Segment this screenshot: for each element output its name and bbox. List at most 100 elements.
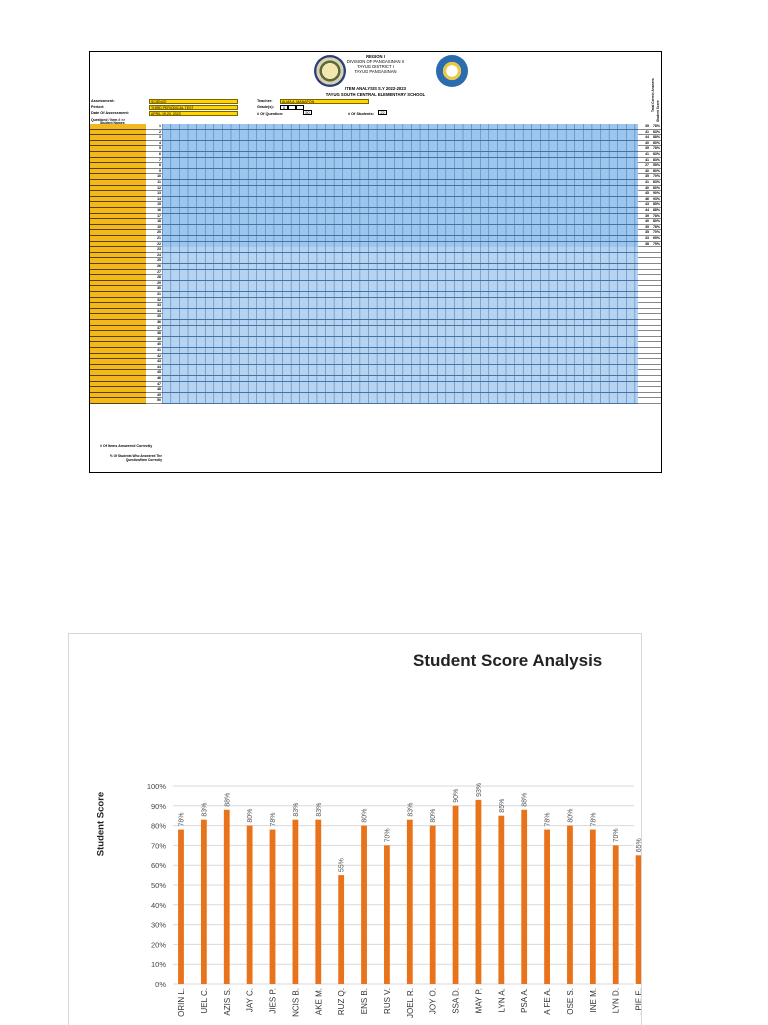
row-number-cell: 1 — [146, 124, 162, 130]
category-label: JOEL R. — [406, 988, 415, 1018]
row-number-cell: 5 — [146, 146, 162, 152]
student-score-cell: 55% — [650, 163, 661, 169]
total-correct-cell: 41 — [638, 158, 650, 164]
grid-row: 40 — [90, 342, 661, 348]
header-school: TAYUG SOUTH CENTRAL ELEMENTARY SCHOOL — [325, 92, 426, 97]
answer-cells — [162, 196, 638, 203]
student-score-cell — [650, 314, 661, 320]
student-name-cell — [90, 398, 146, 404]
student-name-cell — [90, 196, 146, 203]
student-score-cell — [650, 281, 661, 287]
y-tick-label: 30% — [151, 921, 166, 930]
student-score-cell — [650, 247, 661, 253]
grid-row: 19 39 78% — [90, 224, 661, 231]
grid-row: 5 39 78% — [90, 146, 661, 152]
grade-extra-cell — [288, 105, 296, 110]
total-correct-cell — [638, 359, 650, 365]
grid-row: 28 — [90, 275, 661, 281]
deped-seal-icon — [314, 55, 346, 87]
answer-cells — [162, 191, 638, 197]
student-score-cell: 78% — [650, 225, 661, 231]
bar-data-label: 83% — [201, 803, 208, 817]
student-score-cell: 78% — [650, 146, 661, 152]
bar — [429, 825, 436, 984]
student-score-cell — [650, 342, 661, 348]
student-score-header: Student Score — [656, 100, 660, 122]
answer-cells — [162, 163, 638, 169]
category-label: RUS V. — [383, 988, 392, 1014]
bar-data-label: 80% — [247, 809, 254, 823]
grid-row: 16 44 88% — [90, 208, 661, 214]
total-correct-cell — [638, 292, 650, 298]
chart-title: Student Score Analysis — [413, 651, 603, 670]
category-label: LYN D. — [612, 988, 621, 1013]
total-correct-cell — [638, 387, 650, 393]
bar — [178, 829, 184, 984]
category-label: AZIS S. — [223, 988, 232, 1016]
student-score-cell — [650, 275, 661, 281]
answer-cells — [162, 247, 638, 253]
row-number-cell: 20 — [146, 230, 162, 236]
row-number-cell: 33 — [146, 303, 162, 309]
student-score-cell — [650, 354, 661, 360]
answer-cells — [162, 230, 638, 236]
header-district: TAYUG DISTRICT I — [357, 64, 394, 69]
bar-data-label: 83% — [407, 803, 414, 817]
row-number-cell: 48 — [146, 387, 162, 393]
total-correct-cell — [638, 370, 650, 376]
bar — [521, 809, 528, 984]
student-score-cell — [650, 258, 661, 264]
student-name-cell — [90, 152, 146, 158]
total-correct-cell: 27 — [638, 163, 650, 169]
row-number-cell: 6 — [146, 152, 162, 158]
row-number-cell: 13 — [146, 191, 162, 197]
student-score-cell: 80% — [650, 219, 661, 225]
category-label: LYN A. — [497, 988, 506, 1012]
assessment-label: Assessment: — [91, 99, 115, 103]
bar — [246, 825, 253, 984]
grid-row: 44 — [90, 364, 661, 371]
student-name-cell — [90, 353, 146, 360]
category-label: JIES P. — [269, 988, 278, 1014]
bar-data-label: 80% — [567, 809, 574, 823]
y-tick-label: 10% — [151, 960, 166, 969]
grid-row: 2 41 83% — [90, 129, 661, 136]
student-score-cell: 83% — [650, 180, 661, 186]
grid-row: 23 — [90, 247, 661, 253]
y-tick-label: 60% — [151, 861, 166, 870]
total-correct-cell: 40 — [638, 186, 650, 192]
student-score-cell — [650, 398, 661, 404]
student-name-cell — [90, 224, 146, 231]
grid-row: 7 41 83% — [90, 157, 661, 164]
total-correct-cell — [638, 320, 650, 326]
student-score-cell: 83% — [650, 130, 661, 136]
student-score-cell: 80% — [650, 169, 661, 175]
total-correct-cell — [638, 342, 650, 348]
total-correct-cell: 38 — [638, 242, 650, 248]
grid-row: 34 — [90, 308, 661, 315]
row-number-cell: 46 — [146, 376, 162, 382]
student-name-cell — [90, 174, 146, 180]
total-correct-cell — [638, 247, 650, 253]
questions-value: 50 — [303, 110, 312, 115]
student-name-cell — [90, 140, 146, 147]
student-name-cell — [90, 297, 146, 304]
student-score-cell: 78% — [650, 124, 661, 130]
student-name-cell — [90, 213, 146, 220]
total-correct-cell: 44 — [638, 135, 650, 141]
row-number-cell: 9 — [146, 168, 162, 175]
y-tick-label: 90% — [151, 802, 166, 811]
answer-cells — [162, 264, 638, 270]
answer-cells — [162, 348, 638, 354]
row-number-cell: 40 — [146, 342, 162, 348]
bar-data-label: 78% — [179, 813, 186, 827]
grid-row: 15 43 85% — [90, 202, 661, 208]
student-score-cell — [650, 320, 661, 326]
bar — [498, 815, 505, 984]
category-label: JAY C. — [246, 988, 255, 1012]
answer-cells — [162, 185, 638, 192]
grid-row: 6 41 83% — [90, 152, 661, 158]
student-score-cell — [650, 393, 661, 399]
students-label: # Of Students: — [348, 112, 374, 116]
answer-cells — [162, 252, 638, 259]
